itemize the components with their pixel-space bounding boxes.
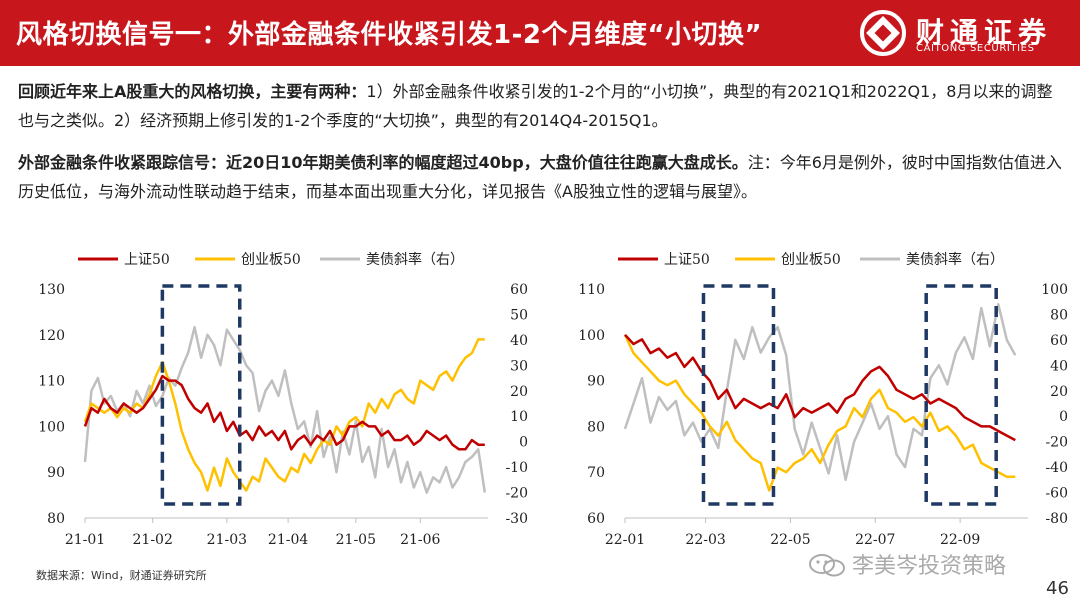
- paragraph-1-bold: 回顾近年来上A股重大的风格切换，主要有两种：: [18, 82, 367, 101]
- data-source: 数据来源：Wind，财通证券研究所: [36, 569, 207, 582]
- y-left-tick-label: 110: [38, 374, 65, 390]
- y-right-tick-label: 60: [510, 282, 528, 298]
- y-left-tick-label: 80: [47, 511, 65, 527]
- watermark-text: 李美岑投资策略: [852, 554, 1007, 579]
- y-right-tick-label: -20: [1045, 435, 1068, 451]
- x-tick-label: 22-05: [770, 532, 810, 548]
- y-right-tick-label: 80: [1050, 307, 1068, 323]
- y-right-tick-label: -80: [1045, 511, 1068, 527]
- legend-label-cyb50-line: 创业板50: [241, 252, 301, 268]
- highlight-box: [924, 284, 998, 506]
- legend-label-sz50-line: 上证50: [664, 252, 710, 268]
- x-tick-label: 21-03: [207, 532, 247, 548]
- legend-label-slope-line: 美债斜率（右）: [906, 251, 1004, 268]
- brand-name-en: CAITONG SECURITIES: [916, 43, 1035, 54]
- legend-label-cyb50-line: 创业板50: [781, 252, 841, 268]
- sz50-line: [624, 333, 1016, 442]
- y-left-tick-label: 70: [587, 465, 605, 481]
- y-right-tick-label: 40: [510, 333, 528, 349]
- x-tick-label: 21-04: [268, 532, 308, 548]
- y-right-tick-label: 0: [519, 435, 528, 451]
- y-right-tick-label: -10: [505, 460, 528, 476]
- x-tick-label: 22-03: [685, 532, 725, 548]
- y-right-tick-label: 60: [1050, 333, 1068, 349]
- x-tick-label: 22-09: [940, 532, 980, 548]
- paragraph-1-text: 1）外部金融条件收紧引发的1-2个月的“小切换”，典型的有2021Q1和2022…: [18, 82, 1053, 130]
- y-left-tick-label: 100: [578, 328, 605, 344]
- chart-2022: 上证50 创业板50 美债斜率（右） 110 100 90 80 70 60 100 80 60 40 2…: [578, 251, 1068, 548]
- y-right-tick-label: 30: [510, 358, 528, 374]
- y-left-tick-label: 110: [578, 282, 605, 298]
- sz50-line: [83, 374, 485, 451]
- x-tick-label: 21-01: [65, 532, 105, 548]
- highlight-box: [160, 284, 242, 506]
- y-right-tick-label: 0: [1059, 409, 1068, 425]
- caitong-logo-icon: [860, 10, 906, 56]
- y-left-tick-label: 90: [587, 374, 605, 390]
- y-left-tick-label: 60: [587, 511, 605, 527]
- page-title: 风格切换信号一：外部金融条件收紧引发1-2个月维度“小切换”: [16, 20, 763, 50]
- y-left-tick-label: 130: [38, 282, 65, 298]
- chart-2021: 上证50 创业板50 美债斜率（右）130120110100908060504030…: [38, 251, 528, 548]
- brand-logo: 财通证券 CAITONG SECURITIES: [858, 8, 1068, 58]
- y-right-tick-label: 20: [510, 384, 528, 400]
- y-left-tick-label: 90: [47, 465, 65, 481]
- y-left-tick-label: 80: [587, 419, 605, 435]
- legend-label-sz50-line: 上证50: [124, 252, 170, 268]
- paragraph-2: 外部金融条件收紧跟踪信号：近20日10年期美债利率的幅度超过40bp，大盘价值往…: [18, 148, 1064, 206]
- x-tick-label: 22-07: [855, 532, 895, 548]
- paragraph-2-text: 注：今年6月是例外，彼时中国指数估值进入历史低位，与海外流动性联动趋于结束，而基…: [18, 153, 1062, 201]
- y-right-tick-label: -40: [1045, 460, 1068, 476]
- brand-name: 财通证券: [916, 16, 1053, 49]
- y-right-tick-label: 50: [510, 307, 528, 323]
- y-right-tick-label: 100: [1041, 282, 1068, 298]
- header-bar: 风格切换信号一：外部金融条件收紧引发1-2个月维度“小切换” 财通证券 CAIT…: [0, 0, 1080, 66]
- x-tick-label: 21-06: [400, 532, 440, 548]
- y-left-tick-label: 120: [38, 328, 65, 344]
- slope-line: [623, 303, 1017, 482]
- y-right-tick-label: 10: [510, 409, 528, 425]
- wechat-watermark: 李美岑投资策略: [808, 548, 1006, 580]
- y-right-tick-label: -30: [505, 511, 528, 527]
- slope-line: [83, 325, 487, 494]
- x-tick-label: 21-05: [336, 532, 376, 548]
- x-tick-label: 22-01: [605, 532, 645, 548]
- y-right-tick-label: 40: [1050, 358, 1068, 374]
- y-left-tick-label: 100: [38, 419, 65, 435]
- paragraph-1: 回顾近年来上A股重大的风格切换，主要有两种：1）外部金融条件收紧引发的1-2个月…: [18, 77, 1064, 135]
- y-right-tick-label: -60: [1045, 486, 1068, 502]
- wechat-icon: [809, 554, 845, 577]
- cyb50-line: [83, 338, 485, 492]
- legend-label-slope-line: 美债斜率（右）: [366, 251, 464, 268]
- cyb50-line: [623, 334, 1016, 492]
- x-tick-label: 21-02: [133, 532, 173, 548]
- y-right-tick-label: 20: [1050, 384, 1068, 400]
- page-number: 46: [1046, 578, 1069, 599]
- y-right-tick-label: -20: [505, 486, 528, 502]
- paragraph-2-bold: 外部金融条件收紧跟踪信号：近20日10年期美债利率的幅度超过40bp，大盘价值往…: [18, 153, 748, 172]
